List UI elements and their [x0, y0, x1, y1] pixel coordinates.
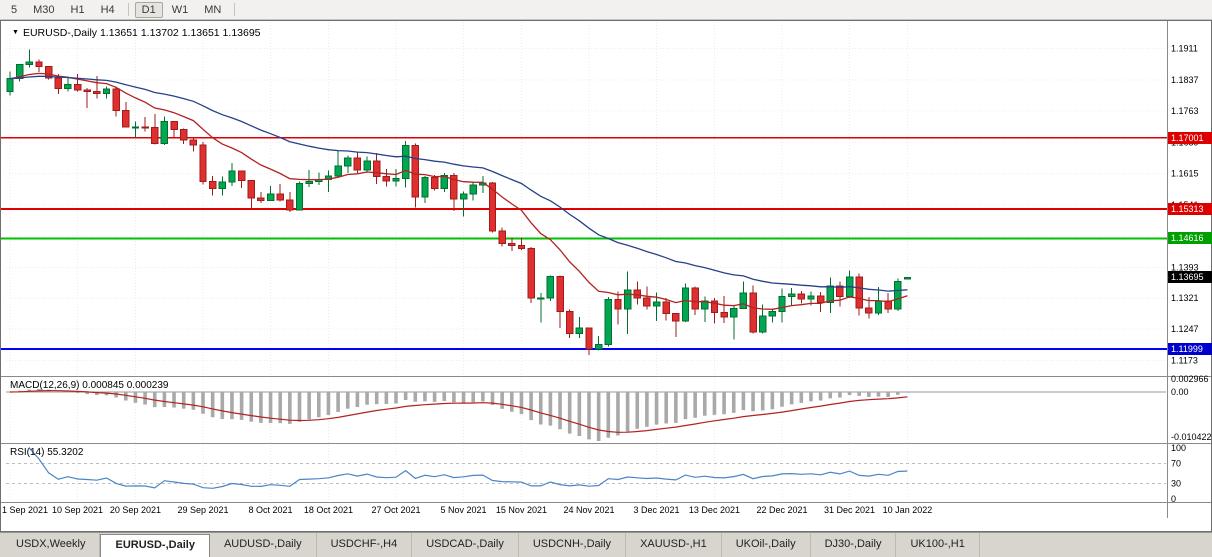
chart-ohlc-line: EURUSD-,Daily 1.13651 1.13702 1.13651 1.… [22, 27, 261, 39]
chart-tab-usdcnh-daily[interactable]: USDCNH-,Daily [519, 533, 627, 557]
candles [6, 49, 912, 355]
svg-text:1.1763: 1.1763 [1171, 106, 1199, 116]
chart-tab-dj30-daily[interactable]: DJ30-,Daily [811, 533, 897, 557]
chart-tab-usdcad-daily[interactable]: USDCAD-,Daily [412, 533, 519, 557]
rsi-indicator-label: RSI(14) 55.3202 [10, 447, 84, 458]
current-price-badge: 1.13695 [1168, 271, 1212, 283]
moving-averages [9, 72, 908, 310]
timeframe-button-d1[interactable]: D1 [134, 1, 163, 18]
svg-text:5 Nov 2021: 5 Nov 2021 [441, 505, 487, 515]
chart-tabs-bar: USDX,Weekly EURUSD-,Daily AUDUSD-,Daily USD… [0, 532, 1212, 557]
toolbar-separator [234, 3, 236, 16]
svg-text:1.1837: 1.1837 [1171, 75, 1199, 85]
svg-text:1.1615: 1.1615 [1171, 169, 1199, 179]
svg-text:0: 0 [1171, 494, 1176, 504]
symbol-dropdown-icon: ▼ [12, 29, 19, 36]
toolbar-separator [127, 3, 129, 16]
chart-title: ▼ EURUSD-,Daily 1.13651 1.13702 1.13651 1… [12, 27, 261, 39]
price-level-badge: 1.14616 [1168, 232, 1212, 244]
macd-pane [6, 389, 1166, 441]
chart-tab-usdchf-h4[interactable]: USDCHF-,H4 [317, 533, 413, 557]
rsi-pane [6, 447, 1166, 489]
chart-tab-xauusd-h1[interactable]: XAUUSD-,H1 [626, 533, 722, 557]
svg-text:0.002966: 0.002966 [1171, 374, 1209, 384]
svg-text:100: 100 [1171, 443, 1186, 453]
chart-canvas[interactable]: 1.19111.18371.17631.16891.16151.15411.14… [0, 20, 1212, 532]
svg-text:24 Nov 2021: 24 Nov 2021 [563, 505, 614, 515]
svg-text:1 Sep 2021: 1 Sep 2021 [2, 505, 48, 515]
svg-text:-0.010422: -0.010422 [1171, 432, 1212, 442]
svg-text:10 Jan 2022: 10 Jan 2022 [883, 505, 933, 515]
timeframe-button-h1[interactable]: H1 [70, 3, 85, 16]
svg-text:29 Sep 2021: 29 Sep 2021 [177, 505, 228, 515]
svg-text:1.1911: 1.1911 [1171, 44, 1198, 54]
chart-tab-usdx-weekly[interactable]: USDX,Weekly [2, 533, 101, 557]
price-level-badge: 1.15313 [1168, 203, 1212, 215]
svg-text:20 Sep 2021: 20 Sep 2021 [110, 505, 161, 515]
chart-tab-eurusd-daily[interactable]: EURUSD-,Daily [100, 534, 210, 557]
svg-text:8 Oct 2021: 8 Oct 2021 [249, 505, 293, 515]
macd-indicator-label: MACD(12,26,9) 0.000845 0.000239 [10, 380, 169, 391]
svg-text:1.1393: 1.1393 [1171, 262, 1199, 272]
timeframe-button-mn[interactable]: MN [204, 3, 222, 16]
price-level-badge: 1.11999 [1168, 343, 1212, 355]
chart-tab-ukoil-daily[interactable]: UKOil-,Daily [722, 533, 811, 557]
svg-text:15 Nov 2021: 15 Nov 2021 [496, 505, 547, 515]
svg-text:70: 70 [1171, 458, 1181, 468]
price-level-badge: 1.17001 [1168, 132, 1212, 144]
chart-window: 1.19111.18371.17631.16891.16151.15411.14… [0, 20, 1212, 532]
timeframe-button-h4[interactable]: H4 [100, 3, 115, 16]
svg-text:0.00: 0.00 [1171, 387, 1189, 397]
svg-text:31 Dec 2021: 31 Dec 2021 [824, 505, 875, 515]
chart-tab-uk100-h1[interactable]: UK100-,H1 [896, 533, 980, 557]
horizontal-level-lines [0, 136, 1167, 350]
svg-text:27 Oct 2021: 27 Oct 2021 [371, 505, 420, 515]
timeframe-button-m30[interactable]: M30 [33, 3, 55, 16]
pane-separators [0, 20, 1212, 532]
timeframe-toolbar: 5 M30 H1 H4 D1 W1 MN [0, 0, 1212, 20]
svg-text:1.1247: 1.1247 [1171, 324, 1199, 334]
grid [6, 22, 1166, 502]
svg-text:18 Oct 2021: 18 Oct 2021 [304, 505, 353, 515]
svg-text:13 Dec 2021: 13 Dec 2021 [689, 505, 740, 515]
timeframe-button-5[interactable]: 5 [11, 3, 18, 16]
svg-text:1.1321: 1.1321 [1171, 293, 1199, 303]
svg-text:1.1173: 1.1173 [1171, 355, 1198, 365]
chart-tab-audusd-daily[interactable]: AUDUSD-,Daily [210, 533, 317, 557]
svg-text:3 Dec 2021: 3 Dec 2021 [634, 505, 680, 515]
svg-text:30: 30 [1171, 479, 1181, 489]
timeframe-button-w1[interactable]: W1 [171, 3, 189, 16]
svg-text:10 Sep 2021: 10 Sep 2021 [52, 505, 103, 515]
svg-text:22 Dec 2021: 22 Dec 2021 [756, 505, 807, 515]
